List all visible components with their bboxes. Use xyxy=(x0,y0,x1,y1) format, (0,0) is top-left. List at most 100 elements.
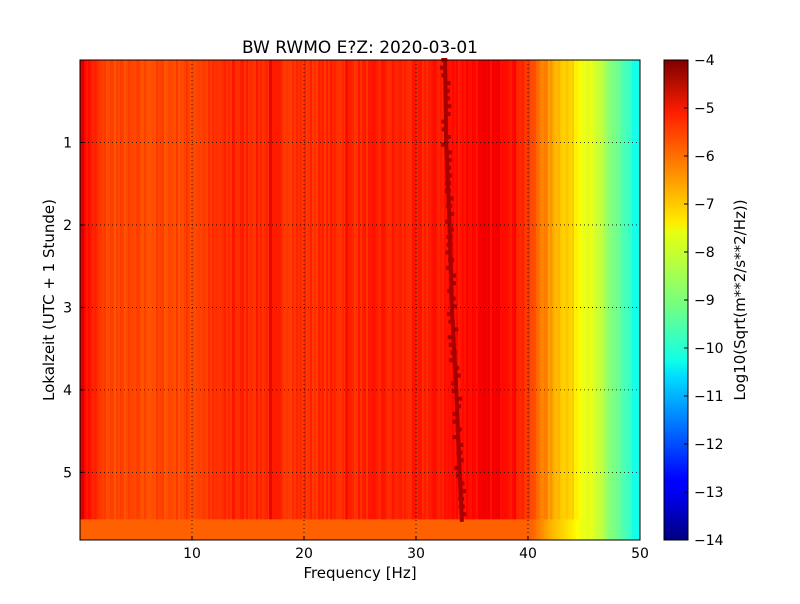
spectrum-column xyxy=(594,60,597,540)
spectrum-column xyxy=(636,60,639,540)
bottom-band-segment xyxy=(480,519,483,540)
spectrum-column xyxy=(148,60,151,540)
peak-segment xyxy=(445,104,452,109)
spectrum-column xyxy=(152,60,155,540)
bottom-band-segment xyxy=(134,519,137,540)
spectrum-column xyxy=(638,60,641,540)
bottom-band-segment xyxy=(416,519,419,540)
bottom-band-segment xyxy=(90,519,93,540)
bottom-band-segment xyxy=(560,519,563,540)
bottom-band-segment xyxy=(578,519,581,540)
spectrum-column xyxy=(556,60,559,540)
spectrum-column xyxy=(384,60,387,540)
spectrum-column xyxy=(214,60,217,540)
spectrum-column xyxy=(468,60,471,540)
bottom-band-segment xyxy=(132,519,135,540)
bottom-band-segment xyxy=(182,519,185,540)
bottom-band-segment xyxy=(358,519,361,540)
bottom-band-segment xyxy=(414,519,417,540)
spectrum-column xyxy=(122,60,125,540)
spectrum-column xyxy=(582,60,585,540)
bottom-band-segment xyxy=(408,519,411,540)
bottom-band-segment xyxy=(546,519,549,540)
bottom-band-segment xyxy=(382,519,385,540)
spectrum-column xyxy=(194,60,197,540)
bottom-band-segment xyxy=(562,519,565,540)
spectrum-column xyxy=(466,60,469,540)
spectrum-column xyxy=(576,60,579,540)
bottom-band-segment xyxy=(356,519,359,540)
bottom-band-segment xyxy=(138,519,141,540)
x-tick-label: 40 xyxy=(519,546,537,562)
spectrum-column xyxy=(446,60,449,540)
spectrum-column xyxy=(570,60,573,540)
bottom-band-segment xyxy=(272,519,275,540)
bottom-band-segment xyxy=(212,519,215,540)
peak-segment xyxy=(444,134,451,139)
bottom-band-segment xyxy=(152,519,155,540)
spectrum-column xyxy=(160,60,163,540)
bottom-band-segment xyxy=(116,519,119,540)
peak-segment xyxy=(445,165,452,170)
colorbar-tick-label: −9 xyxy=(694,293,715,309)
spectrum-column xyxy=(228,60,231,540)
peak-segment xyxy=(446,265,453,270)
bottom-band-segment xyxy=(432,519,435,540)
spectrum-column xyxy=(358,60,361,540)
spectrum-column xyxy=(156,60,159,540)
colorbar: −4 −5 −6 −7 −8 −9 −10 −11 −12 −13 −14 Log10(Sqrt(m… xyxy=(663,53,749,549)
spectrum-column xyxy=(376,60,379,540)
bottom-band-segment xyxy=(240,519,243,540)
peak-segment xyxy=(447,288,454,293)
bottom-band-segment xyxy=(332,519,335,540)
bottom-band-segment xyxy=(488,519,491,540)
bottom-band-segment xyxy=(304,519,307,540)
spectrum-column xyxy=(220,60,223,540)
spectrum-column xyxy=(294,60,297,540)
bottom-band-segment xyxy=(320,519,323,540)
spectrum-column xyxy=(532,60,535,540)
bottom-band-segment xyxy=(330,519,333,540)
bottom-band-segment xyxy=(394,519,397,540)
spectrum-column xyxy=(500,60,503,540)
bottom-band-segment xyxy=(338,519,341,540)
spectrum-column xyxy=(572,60,575,540)
peak-segment xyxy=(446,242,453,247)
peak-segment xyxy=(445,250,452,255)
spectrum-column xyxy=(352,60,355,540)
spectrum-column xyxy=(484,60,487,540)
bottom-band-segment xyxy=(136,519,139,540)
spectrum-column xyxy=(306,60,309,540)
bottom-band-segment xyxy=(228,519,231,540)
bottom-band-segment xyxy=(510,519,513,540)
bottom-band-segment xyxy=(458,519,461,540)
bottom-band-segment xyxy=(450,519,453,540)
peak-segment xyxy=(445,158,452,163)
bottom-band-segment xyxy=(380,519,383,540)
spectrum-column xyxy=(216,60,219,540)
spectrum-column xyxy=(176,60,179,540)
spectrum-column xyxy=(596,60,599,540)
spectrum-column xyxy=(592,60,595,540)
spectrum-column xyxy=(488,60,491,540)
spectrum-column xyxy=(538,60,541,540)
spectrum-column xyxy=(324,60,327,540)
bottom-band-segment xyxy=(110,519,113,540)
bottom-band-segment xyxy=(226,519,229,540)
spectrum-column xyxy=(264,60,267,540)
bottom-band-segment xyxy=(436,519,439,540)
bottom-band-segment xyxy=(118,519,121,540)
bottom-band-segment xyxy=(314,519,317,540)
bottom-band-segment xyxy=(252,519,255,540)
spectrum-column xyxy=(320,60,323,540)
bottom-band-segment xyxy=(570,519,573,540)
peak-segment xyxy=(450,273,457,278)
bottom-band-segment xyxy=(242,519,245,540)
bottom-band-segment xyxy=(130,519,133,540)
spectrum-column xyxy=(418,60,421,540)
spectrum-column xyxy=(534,60,537,540)
spectrum-column xyxy=(464,60,467,540)
spectrum-column xyxy=(590,60,593,540)
vertical-band xyxy=(380,60,384,540)
vertical-band xyxy=(231,60,235,540)
